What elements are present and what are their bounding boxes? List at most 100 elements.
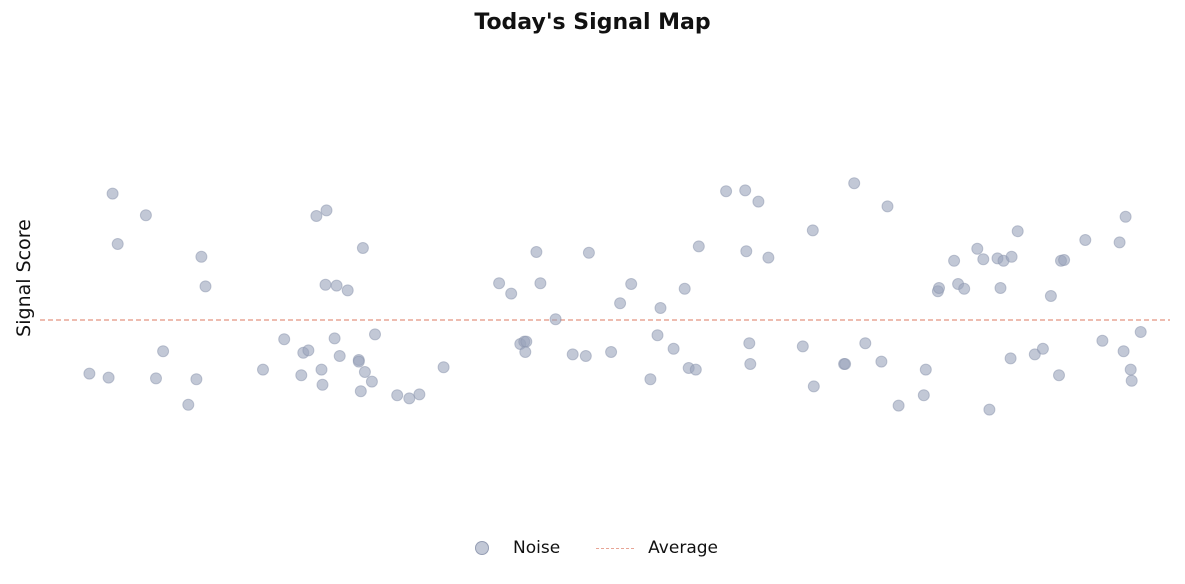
noise-point bbox=[319, 278, 332, 291]
noise-point bbox=[549, 313, 562, 326]
noise-point bbox=[1117, 345, 1130, 358]
noise-point bbox=[807, 380, 820, 393]
noise-point bbox=[295, 369, 308, 382]
noise-point bbox=[958, 282, 971, 295]
noise-point bbox=[83, 367, 96, 380]
legend-marker-noise bbox=[475, 541, 489, 555]
noise-point bbox=[678, 282, 691, 295]
noise-point bbox=[605, 346, 618, 358]
noise-point bbox=[654, 302, 667, 314]
noise-point bbox=[182, 398, 195, 411]
noise-point bbox=[667, 342, 680, 355]
noise-point bbox=[579, 350, 592, 362]
noise-point bbox=[352, 355, 365, 368]
points-layer bbox=[83, 177, 1147, 416]
noise-point bbox=[1004, 352, 1017, 365]
noise-point bbox=[341, 284, 354, 297]
noise-point bbox=[806, 224, 819, 237]
noise-point bbox=[199, 280, 212, 293]
noise-point bbox=[1119, 210, 1132, 223]
noise-point bbox=[848, 177, 861, 190]
legend-label-noise: Noise bbox=[513, 538, 561, 558]
noise-point bbox=[333, 350, 346, 362]
noise-point bbox=[354, 385, 367, 398]
noise-point bbox=[881, 200, 894, 213]
noise-point bbox=[933, 282, 945, 294]
noise-point bbox=[315, 363, 328, 376]
noise-point bbox=[948, 254, 961, 267]
noise-point bbox=[582, 246, 595, 259]
legend-label-average: Average bbox=[648, 538, 718, 558]
noise-point bbox=[278, 333, 291, 346]
noise-point bbox=[689, 363, 702, 376]
noise-point bbox=[369, 328, 381, 341]
noise-point bbox=[534, 277, 547, 290]
noise-point bbox=[839, 358, 852, 370]
noise-point bbox=[1134, 326, 1147, 338]
noise-point bbox=[1124, 363, 1137, 376]
noise-point bbox=[983, 403, 996, 416]
noise-point bbox=[720, 185, 733, 198]
noise-point bbox=[1028, 348, 1041, 361]
noise-point bbox=[977, 253, 990, 266]
noise-point bbox=[1005, 250, 1018, 263]
noise-point bbox=[971, 242, 984, 255]
noise-point bbox=[1036, 342, 1049, 355]
noise-point bbox=[744, 358, 757, 370]
noise-point bbox=[358, 366, 371, 378]
noise-point bbox=[157, 345, 170, 358]
noise-point bbox=[106, 187, 119, 200]
noise-point bbox=[493, 277, 506, 290]
noise-point bbox=[739, 184, 752, 197]
noise-point bbox=[195, 250, 208, 263]
noise-point bbox=[520, 335, 533, 348]
noise-point bbox=[743, 337, 756, 350]
noise-point bbox=[566, 348, 579, 361]
noise-point bbox=[150, 372, 162, 385]
noise-point bbox=[1125, 374, 1138, 387]
noise-point bbox=[190, 373, 203, 386]
noise-point bbox=[139, 209, 152, 222]
noise-point bbox=[625, 278, 638, 290]
noise-point bbox=[762, 251, 775, 264]
noise-point bbox=[614, 297, 627, 310]
noise-point bbox=[644, 373, 657, 386]
noise-point bbox=[330, 279, 343, 292]
noise-point bbox=[320, 204, 333, 217]
noise-point bbox=[1058, 254, 1071, 266]
noise-point bbox=[875, 355, 888, 368]
noise-point bbox=[1044, 290, 1057, 302]
noise-point bbox=[859, 337, 872, 350]
chart-title: Today's Signal Map bbox=[474, 10, 711, 35]
noise-point bbox=[994, 282, 1007, 294]
noise-point bbox=[519, 346, 532, 358]
noise-point bbox=[102, 371, 115, 384]
noise-point bbox=[365, 375, 378, 388]
noise-point bbox=[530, 246, 543, 258]
noise-point bbox=[740, 245, 753, 258]
legend-marker-average bbox=[596, 547, 635, 549]
noise-point bbox=[505, 287, 518, 300]
noise-point bbox=[302, 344, 315, 357]
noise-point bbox=[1096, 334, 1109, 347]
noise-point bbox=[356, 242, 369, 254]
legend-item-noise: Noise bbox=[467, 538, 560, 558]
noise-point bbox=[437, 361, 450, 374]
noise-point bbox=[413, 388, 426, 401]
noise-point bbox=[1079, 234, 1092, 246]
noise-point bbox=[919, 363, 932, 376]
noise-point bbox=[1113, 236, 1126, 249]
noise-point bbox=[403, 392, 416, 405]
noise-point bbox=[1053, 369, 1065, 382]
noise-point bbox=[257, 363, 269, 376]
noise-point bbox=[316, 378, 329, 391]
legend: Noise Average bbox=[0, 538, 1185, 558]
noise-point bbox=[796, 340, 809, 353]
noise-point bbox=[310, 210, 323, 222]
noise-point bbox=[1011, 225, 1024, 238]
noise-point bbox=[328, 332, 341, 345]
noise-point bbox=[752, 195, 765, 208]
legend-item-average: Average bbox=[596, 538, 718, 558]
noise-point bbox=[892, 399, 905, 412]
